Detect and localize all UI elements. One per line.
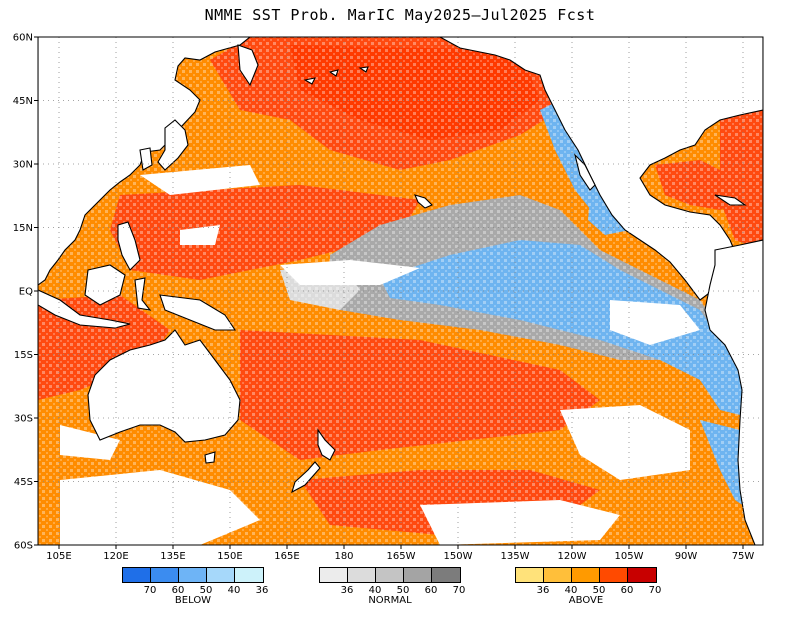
legend-above-tick: 60	[620, 585, 634, 596]
legend-normal-swatches	[319, 567, 461, 583]
legend-above-swatches	[515, 567, 657, 583]
legend-normal-tick: 60	[424, 585, 438, 596]
legend-normal: 36 40 50 60 70 NORMAL	[319, 567, 466, 606]
latitude-label: 45S	[14, 477, 33, 488]
longitude-label: 165E	[274, 551, 299, 562]
latitude-label: 30N	[13, 160, 33, 171]
longitude-label: 120W	[558, 551, 587, 562]
longitude-label: 120E	[103, 551, 128, 562]
longitude-label: 75W	[732, 551, 755, 562]
legend-below-ticks: 70 60 50 40 36	[122, 583, 269, 597]
legend-normal-ticks: 36 40 50 60 70	[319, 583, 466, 597]
legend-normal-swatch	[404, 568, 432, 582]
latitude-label: EQ	[19, 287, 33, 298]
japan	[157, 119, 189, 171]
legend-above-swatch	[544, 568, 572, 582]
philippines	[117, 221, 141, 271]
legend-normal-label: NORMAL	[368, 595, 412, 606]
legend-below-swatch	[207, 568, 235, 582]
new-zealand-south	[291, 461, 321, 494]
legend-below-swatches	[122, 567, 264, 583]
latitude-label: 60S	[14, 541, 33, 552]
korea	[139, 147, 153, 171]
legend-normal-tick: 50	[396, 585, 410, 596]
borneo	[84, 264, 126, 306]
longitude-label: 105E	[46, 551, 71, 562]
legend-above-tick: 50	[592, 585, 606, 596]
longitude-label: 105W	[615, 551, 644, 562]
latitude-label: 15N	[13, 223, 33, 234]
latitude-label: 60N	[13, 33, 33, 44]
legend-below-label: BELOW	[174, 595, 212, 606]
australia	[87, 329, 241, 443]
new-guinea	[159, 294, 237, 331]
map-title: NMME SST Prob. MarIC May2025–Jul2025 Fcs…	[204, 6, 596, 24]
legend-normal-swatch	[320, 568, 348, 582]
land-masses	[38, 37, 763, 545]
baja-california	[573, 153, 596, 191]
legend-below-swatch	[123, 568, 151, 582]
legend-below-swatch	[235, 568, 263, 582]
legend-above-label: ABOVE	[568, 595, 604, 606]
legend-above: 36 40 50 60 70 ABOVE	[515, 567, 662, 606]
legend-below-tick: 60	[171, 585, 185, 596]
caribbean-islands	[714, 194, 747, 206]
legend-normal-tick: 70	[452, 585, 466, 596]
hawaii	[414, 194, 433, 209]
latitude-label: 45N	[13, 96, 33, 107]
legend-normal-swatch	[348, 568, 376, 582]
legend-above-ticks: 36 40 50 60 70	[515, 583, 662, 597]
kamchatka	[237, 44, 259, 87]
legend-above-tick: 40	[564, 585, 578, 596]
legend-below-tick: 40	[227, 585, 241, 596]
legend-normal-tick: 40	[368, 585, 382, 596]
longitude-label: 135E	[160, 551, 185, 562]
legend-normal-swatch	[376, 568, 404, 582]
longitude-label: 180	[334, 551, 353, 562]
legend-normal-swatch	[432, 568, 460, 582]
legend-below-swatch	[179, 568, 207, 582]
legend-above-swatch	[572, 568, 600, 582]
longitude-label: 90W	[675, 551, 698, 562]
latitude-axis: 60N 45N 30N 15N EQ 15S 30S 45S 60S	[13, 33, 38, 552]
new-zealand-north	[317, 428, 336, 461]
legend-below-tick: 70	[143, 585, 157, 596]
plot-area	[38, 37, 763, 545]
longitude-label: 150E	[217, 551, 242, 562]
legend-below: 70 60 50 40 36 BELOW	[122, 567, 269, 606]
sumatra-java	[38, 289, 131, 329]
latitude-label: 15S	[14, 350, 33, 361]
sulawesi	[134, 277, 152, 311]
legend-normal-tick: 36	[340, 585, 354, 596]
legend-above-swatch	[628, 568, 656, 582]
legend-below-tick: 50	[199, 585, 213, 596]
longitude-label: 150W	[444, 551, 473, 562]
longitude-axis: 105E 120E 135E 150E 165E 180 165W 150W 135W 120W 1…	[46, 545, 754, 562]
legend-above-swatch	[600, 568, 628, 582]
legend-below-swatch	[151, 568, 179, 582]
legend-above-tick: 36	[536, 585, 550, 596]
aleutian-islands	[303, 66, 369, 85]
south-america	[704, 239, 763, 545]
longitude-label: 165W	[387, 551, 416, 562]
legend-above-swatch	[516, 568, 544, 582]
graticule	[38, 37, 763, 545]
latitude-label: 30S	[14, 414, 33, 425]
legend-above-tick: 70	[648, 585, 662, 596]
tasmania	[204, 451, 216, 464]
longitude-label: 135W	[501, 551, 530, 562]
legend-below-tick: 36	[255, 585, 269, 596]
